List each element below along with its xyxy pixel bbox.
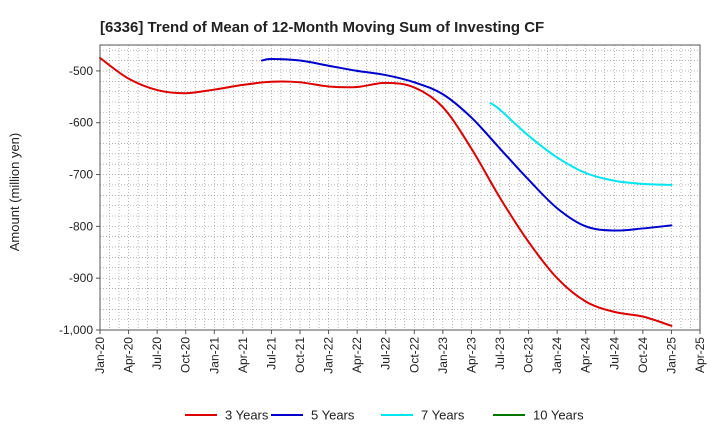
plot-area [100,45,700,330]
x-tick-label: Apr-24 [579,337,593,373]
plot-frame [99,44,701,331]
legend-label-10-years: 10 Years [533,408,584,423]
x-tick-label: Jan-24 [550,337,564,374]
x-tick-label: Oct-24 [636,337,650,373]
x-tick-label: Oct-23 [522,337,536,373]
series-line-7-years [489,102,673,186]
x-tick-label: Oct-21 [293,337,307,373]
x-tick-label: Oct-22 [407,337,421,373]
x-tick-label: Jul-20 [150,337,164,370]
x-tick-label: Apr-20 [122,337,136,373]
x-tick-label: Apr-21 [236,337,250,373]
y-tick-label: -800 [69,219,93,233]
x-tick-label: Jul-24 [607,337,621,370]
legend: 3 Years 5 Years 7 Years 10 Years [185,408,584,423]
x-tick-label: Jul-22 [379,337,393,370]
x-tick-label: Jan-21 [207,337,221,374]
series-lines [99,56,673,327]
y-tick-label: -700 [69,168,93,182]
series-line-3-years [99,56,673,327]
x-tick-label: Jan-22 [322,337,336,374]
chart-title: [6336] Trend of Mean of 12-Month Moving … [100,19,544,36]
x-tick-label: Apr-22 [350,337,364,373]
x-tick-label: Oct-20 [179,337,193,373]
x-tick-label: Jan-20 [93,337,107,374]
x-tick-label: Jul-23 [493,337,507,370]
y-tick-label: -500 [69,64,93,78]
y-axis: -500 -600 -700 -800 -900 -1,000 [59,64,100,337]
legend-label-3-years: 3 Years [225,408,269,423]
y-tick-label: -1,000 [59,323,93,337]
x-tick-label: Jul-21 [264,337,278,370]
y-tick-label: -600 [69,116,93,130]
legend-label-7-years: 7 Years [421,408,465,423]
x-axis: Jan-20 Apr-20 Jul-20 Oct-20 Jan-21 Apr-21 Jul-… [93,330,707,374]
y-axis-label: Amount (million yen) [7,133,22,252]
series-line-5-years [260,57,673,232]
legend-label-5-years: 5 Years [311,408,355,423]
x-tick-label: Jan-25 [664,337,678,374]
y-tick-label: -900 [69,271,93,285]
x-tick-label: Apr-23 [464,337,478,373]
gridlines [100,45,700,330]
x-tick-label: Jan-23 [436,337,450,374]
x-tick-label: Apr-25 [693,337,707,373]
